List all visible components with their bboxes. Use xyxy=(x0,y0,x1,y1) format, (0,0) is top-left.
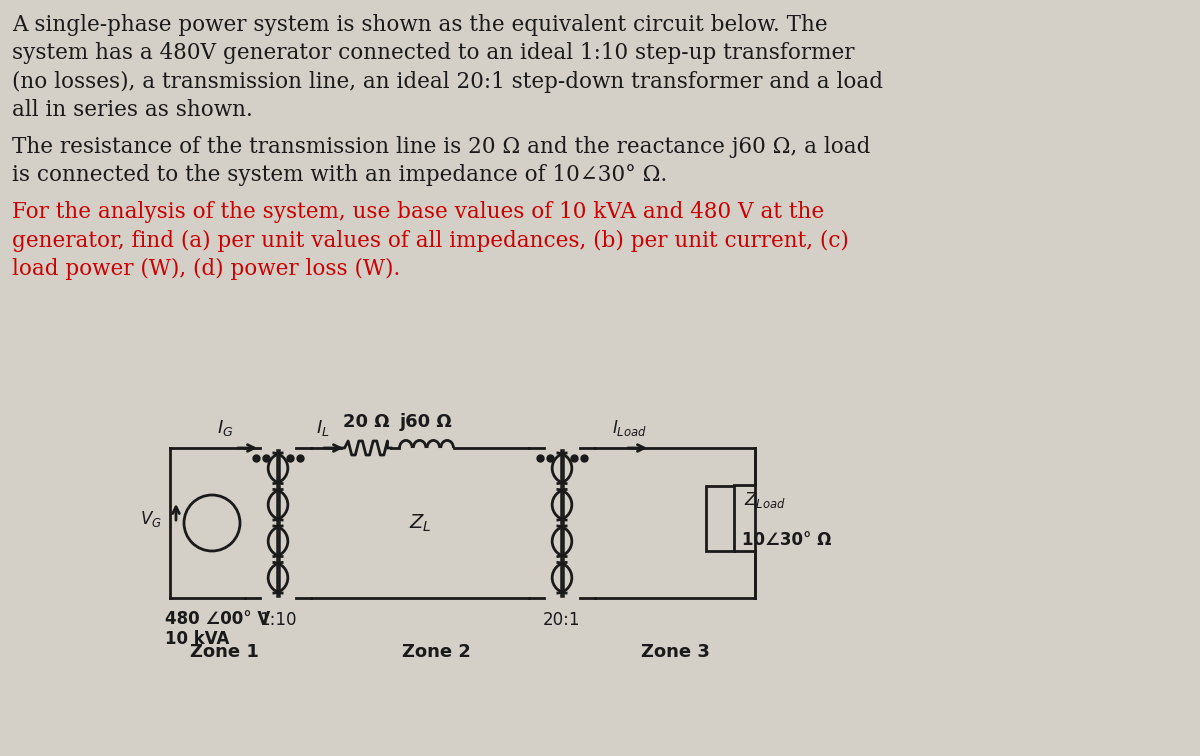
Text: load power (W), (d) power loss (W).: load power (W), (d) power loss (W). xyxy=(12,258,401,280)
Text: j60 Ω: j60 Ω xyxy=(400,413,452,431)
Text: 20:1: 20:1 xyxy=(544,611,581,629)
Text: generator, find (a) per unit values of all impedances, (b) per unit current, (c): generator, find (a) per unit values of a… xyxy=(12,230,848,252)
Bar xyxy=(706,485,734,550)
Text: For the analysis of the system, use base values of 10 kVA and 480 V at the: For the analysis of the system, use base… xyxy=(12,201,824,223)
Text: $I_G$: $I_G$ xyxy=(217,418,233,438)
Text: 10∠30° Ω: 10∠30° Ω xyxy=(742,531,832,549)
Text: Zone 2: Zone 2 xyxy=(402,643,470,661)
Text: is connected to the system with an impedance of 10∠30° Ω.: is connected to the system with an imped… xyxy=(12,165,667,187)
Text: 10 kVA: 10 kVA xyxy=(166,630,229,648)
Text: Zone 3: Zone 3 xyxy=(641,643,709,661)
Text: $I_{Load}$: $I_{Load}$ xyxy=(612,418,648,438)
Text: system has a 480V generator connected to an ideal 1:10 step-up transformer: system has a 480V generator connected to… xyxy=(12,42,854,64)
Text: The resistance of the transmission line is 20 Ω and the reactance j60 Ω, a load: The resistance of the transmission line … xyxy=(12,136,870,158)
Text: 1:10: 1:10 xyxy=(259,611,296,629)
Text: A single-phase power system is shown as the equivalent circuit below. The: A single-phase power system is shown as … xyxy=(12,14,828,36)
Text: $Z_{Load}$: $Z_{Load}$ xyxy=(744,490,786,510)
Text: $V_G$: $V_G$ xyxy=(140,509,162,529)
Text: all in series as shown.: all in series as shown. xyxy=(12,100,253,122)
Text: 480 ∠00° V: 480 ∠00° V xyxy=(166,610,270,628)
Text: 20 Ω: 20 Ω xyxy=(343,413,389,431)
Text: Zone 1: Zone 1 xyxy=(190,643,258,661)
Text: (no losses), a transmission line, an ideal 20:1 step-down transformer and a load: (no losses), a transmission line, an ide… xyxy=(12,71,883,93)
Text: $I_L$: $I_L$ xyxy=(317,418,330,438)
Text: $Z_L$: $Z_L$ xyxy=(409,513,431,534)
